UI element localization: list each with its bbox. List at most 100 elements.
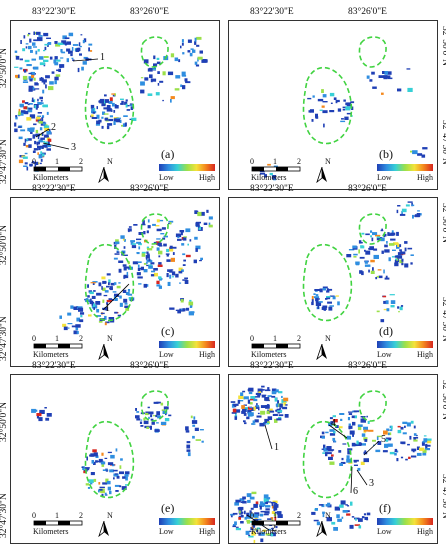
hotspot-pixel	[248, 392, 253, 395]
hotspot-pixel	[372, 267, 374, 271]
hotspot-pixel	[406, 68, 411, 70]
hotspot-pixel	[335, 100, 338, 104]
hotspot-pixel	[24, 152, 28, 155]
hotspot-pixel	[260, 410, 266, 415]
hotspot-pixel	[35, 50, 38, 55]
longitude-label: 83°22'30"E	[32, 184, 76, 194]
hotspot-pixel	[44, 43, 49, 46]
hotspot-pixel	[81, 466, 84, 468]
hotspot-pixel	[147, 253, 150, 255]
hotspot-pixel	[400, 305, 404, 307]
scale-tick-label: 1	[273, 157, 277, 166]
hotspot-pixel	[90, 282, 96, 284]
hotspot-pixel	[107, 462, 114, 466]
hotspot-pixel	[404, 241, 408, 244]
hotspot-pixel	[376, 237, 383, 241]
legend-low-label: Low	[377, 173, 392, 182]
hotspot-pixel	[266, 410, 271, 415]
hotspot-pixel	[70, 305, 74, 309]
color-legend: Low High	[159, 518, 215, 540]
hotspot-pixel	[401, 262, 404, 266]
hotspot-pixel	[353, 253, 358, 256]
hotspot-pixel	[271, 390, 277, 395]
hotspot-pixel	[249, 496, 255, 500]
latitude-label: 32°47'30"N	[0, 139, 9, 184]
hotspot-pixel	[127, 105, 130, 107]
hotspot-pixel	[261, 394, 266, 398]
north-label: N	[325, 157, 331, 166]
hotspot-pixel	[42, 140, 46, 143]
hotspot-pixel	[234, 416, 237, 420]
hotspot-pixel	[18, 108, 21, 112]
hotspot-pixel	[323, 308, 326, 311]
hotspot-pixel	[29, 38, 32, 43]
hotspot-pixel	[392, 249, 396, 251]
hotspot-pixel	[81, 66, 84, 71]
hotspot-pixel	[110, 454, 115, 459]
hotspot-pixel	[167, 269, 172, 272]
hotspot-pixel	[259, 504, 265, 507]
hotspot-pixel	[397, 425, 401, 428]
hotspot-pixel	[355, 264, 360, 266]
hotspot-pixel	[188, 311, 194, 316]
hotspot-pixel	[186, 444, 191, 449]
hotspot-pixel	[325, 298, 328, 300]
hotspot-pixel	[26, 139, 28, 142]
hotspot-pixel	[329, 295, 335, 297]
panel-label: (b)	[379, 147, 393, 161]
hotspot-pixel	[253, 503, 258, 508]
hotspot-pixel	[258, 406, 260, 411]
hotspot-pixel	[259, 422, 265, 427]
hotspot-pixel	[339, 463, 343, 466]
hotspot-pixel	[41, 132, 44, 136]
hotspot-pixel	[33, 39, 38, 42]
hotspot-pixel	[378, 275, 383, 279]
scale-unit: Kilometers	[33, 350, 69, 359]
hotspot-pixel	[143, 59, 149, 64]
hotspot-pixel	[201, 440, 204, 443]
hotspot-pixel	[181, 74, 187, 77]
hotspot-pixel	[150, 262, 155, 265]
boundary-north	[140, 390, 169, 422]
hotspot-pixel	[355, 518, 357, 521]
hotspot-pixel	[185, 228, 191, 233]
hotspot-pixel	[253, 539, 256, 543]
hotspot-pixel	[387, 77, 393, 80]
hotspot-pixel	[14, 122, 17, 127]
hotspot-pixel	[411, 455, 417, 458]
hotspot-pixel	[194, 210, 198, 214]
hotspot-pixel	[170, 99, 172, 103]
hotspot-pixel	[123, 254, 128, 256]
annotation-label: 6	[353, 486, 358, 497]
scale-unit: Kilometers	[251, 350, 287, 359]
hotspot-pixel	[413, 425, 416, 429]
color-legend: Low High	[159, 341, 215, 363]
hotspot-pixel	[319, 288, 323, 293]
hotspot-pixel	[48, 86, 54, 91]
hotspot-pixel	[115, 448, 118, 452]
hotspot-pixel	[423, 438, 428, 443]
hotspot-pixel	[93, 303, 96, 307]
hotspot-pixel	[15, 116, 18, 120]
hotspot-pixel	[239, 498, 245, 501]
hotspot-pixel	[311, 296, 314, 300]
hotspot-pixel	[54, 56, 58, 60]
hotspot-pixel	[73, 330, 78, 335]
hotspot-pixel	[361, 443, 366, 446]
hotspot-pixel	[353, 256, 357, 258]
hotspot-pixel	[416, 213, 421, 217]
hotspot-pixel	[34, 140, 36, 145]
hotspot-pixel	[114, 105, 119, 109]
hotspot-pixel	[27, 109, 33, 113]
hotspot-pixel	[55, 74, 61, 77]
hotspot-pixel	[422, 449, 427, 453]
hotspot-pixel	[114, 298, 118, 301]
annotation-arrow	[328, 424, 348, 439]
latitude-label: 32°47'30"N	[0, 316, 9, 361]
scale-tick-label: 0	[32, 157, 36, 166]
hotspot-pixel	[108, 298, 113, 301]
hotspot-pixel	[26, 138, 29, 142]
hotspot-pixel	[399, 259, 403, 264]
scale-bar-graphic	[251, 520, 301, 526]
hotspot-pixel	[243, 413, 247, 416]
